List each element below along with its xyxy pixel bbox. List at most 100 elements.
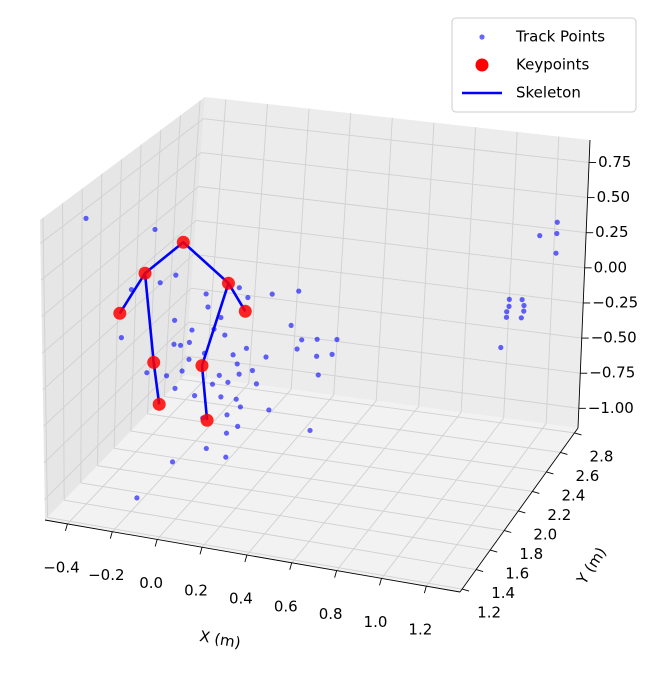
track-point (134, 495, 140, 501)
x-tick-label: 0.2 (184, 582, 208, 600)
keypoint (152, 397, 166, 411)
track-point (177, 342, 184, 348)
track-point (216, 372, 222, 378)
track-point (243, 345, 250, 351)
x-tick (289, 562, 293, 570)
y-tick (560, 451, 568, 455)
y-tick (574, 432, 582, 436)
track-point (554, 230, 560, 237)
track-point (269, 291, 275, 297)
z-tick-label: −0.50 (591, 329, 637, 347)
x-tick-label: 0.8 (319, 605, 343, 623)
grid-line (42, 253, 194, 391)
legend-box (451, 17, 637, 113)
track-point (218, 394, 224, 400)
x-tick (109, 531, 113, 539)
grid-line (205, 99, 227, 378)
grid-line (200, 152, 588, 199)
track-point (253, 381, 260, 387)
grid-line (248, 103, 268, 384)
track-point (504, 309, 510, 315)
grid-line (333, 113, 352, 396)
grid-line (42, 217, 48, 518)
grid-line (111, 383, 250, 532)
keypoint (113, 306, 127, 320)
x-tick-label: 0.4 (229, 590, 253, 608)
pane-back (185, 97, 590, 428)
marks (83, 215, 560, 501)
legend-marker (475, 58, 489, 72)
track-point (519, 297, 525, 303)
y-axis-label: Y (m) (573, 544, 611, 588)
x-axis-line (44, 519, 461, 593)
track-point (518, 315, 524, 321)
track-point (186, 339, 193, 346)
grid-line (97, 465, 505, 531)
z-tick-label: −0.75 (589, 364, 635, 382)
y-tick (476, 569, 484, 572)
track-point (223, 454, 229, 460)
x-tick-label: 0.6 (274, 597, 298, 615)
grid-line (425, 423, 547, 587)
grid-line (156, 389, 292, 540)
y-tick (546, 471, 554, 475)
track-point (172, 385, 178, 391)
track-point (236, 285, 242, 291)
track-point (266, 407, 272, 413)
x-tick (64, 523, 68, 532)
track-point (315, 372, 321, 378)
track-point (334, 336, 340, 343)
y-tick-label: 2.0 (533, 525, 557, 543)
track-point (144, 370, 150, 376)
track-point (235, 423, 241, 429)
grid-line (381, 417, 505, 579)
track-point (263, 354, 269, 360)
track-point (314, 353, 320, 359)
grid-line (67, 377, 207, 525)
track-point (537, 233, 543, 239)
track-point (230, 352, 236, 358)
grid-line (460, 127, 476, 413)
track-point (203, 291, 209, 297)
grid-line (44, 355, 187, 500)
track-point (171, 341, 177, 347)
grid-line (114, 447, 519, 512)
track-point (218, 314, 224, 321)
grid-line (375, 117, 393, 401)
grid-line (164, 396, 561, 453)
track-point (553, 250, 559, 256)
track-point (118, 335, 124, 341)
track-point (521, 302, 527, 309)
keypoint (200, 413, 214, 427)
grid-line (198, 186, 587, 234)
grid-line (545, 136, 560, 424)
track-point (506, 296, 512, 302)
track-point (234, 361, 240, 367)
grid-line (418, 122, 435, 407)
track-point (506, 303, 512, 309)
x-tick-label: 1.0 (364, 613, 388, 631)
legend-label: Track Points (515, 28, 605, 46)
legend-label: Keypoints (516, 56, 589, 74)
track-point (173, 272, 179, 278)
track-point (236, 371, 242, 377)
grid-line (201, 394, 335, 548)
grid-line (80, 482, 491, 551)
track-point (249, 367, 256, 374)
track-point (498, 344, 504, 351)
track-point (163, 373, 170, 379)
x-tick-label: 0.0 (139, 574, 163, 592)
grid-line (188, 321, 581, 374)
track-point (157, 280, 163, 286)
y-tick (518, 510, 526, 514)
grid-line (203, 118, 590, 163)
grid-line (180, 100, 201, 380)
keypoint (176, 235, 190, 249)
x-tick (334, 570, 338, 578)
track-point (521, 308, 527, 314)
track-point (294, 346, 300, 352)
track-point (169, 459, 176, 465)
legend-label: Skeleton (516, 84, 581, 102)
x-tick (379, 578, 382, 586)
